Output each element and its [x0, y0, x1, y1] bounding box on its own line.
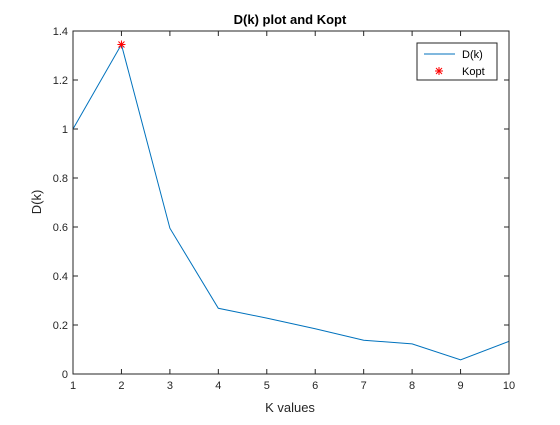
x-tick-label: 9	[457, 380, 463, 392]
y-tick-label: 0	[62, 369, 68, 381]
y-tick-label: 1.2	[53, 75, 68, 87]
x-tick-label: 2	[118, 380, 124, 392]
legend-swatch-asterisk	[435, 67, 443, 75]
plot-area	[73, 31, 509, 374]
tick-labels: 1 2 3 4 5 6 7 8 9 10 0 0.2 0.4 0.6 0.8 1 1.2 1.4	[53, 26, 515, 392]
kopt-marker-stroke	[118, 41, 125, 48]
y-tick-label: 0.8	[53, 173, 68, 185]
x-tick-label: 1	[70, 380, 76, 392]
y-tick-label: 1	[62, 124, 68, 136]
axes	[72, 30, 510, 375]
y-tick-label: 0.6	[53, 222, 68, 234]
x-axis-label: K values	[265, 400, 315, 415]
x-tick-label: 3	[167, 380, 173, 392]
y-tick-label: 0.4	[53, 271, 68, 283]
legend: D(k) Kopt	[416, 42, 498, 81]
axes-box	[72, 30, 510, 375]
x-tick-label: 8	[409, 380, 415, 392]
y-tick-label: 0.2	[53, 320, 68, 332]
legend-box	[416, 42, 498, 81]
legend-label-kopt: Kopt	[462, 66, 485, 78]
chart-title: D(k) plot and Kopt	[234, 12, 347, 27]
y-tick-label: 1.4	[53, 26, 68, 38]
plot-background	[73, 31, 509, 374]
y-axis-label: D(k)	[29, 190, 44, 215]
tick-marks	[72, 30, 510, 375]
x-tick-label: 6	[312, 380, 318, 392]
x-tick-label: 7	[361, 380, 367, 392]
series-line-dk	[72, 43, 510, 361]
legend-label-dk: D(k)	[462, 49, 483, 61]
series-layer	[72, 40, 510, 361]
x-tick-label: 4	[215, 380, 221, 392]
kopt-marker	[117, 40, 126, 49]
x-tick-label: 10	[503, 380, 515, 392]
x-tick-label: 5	[264, 380, 270, 392]
